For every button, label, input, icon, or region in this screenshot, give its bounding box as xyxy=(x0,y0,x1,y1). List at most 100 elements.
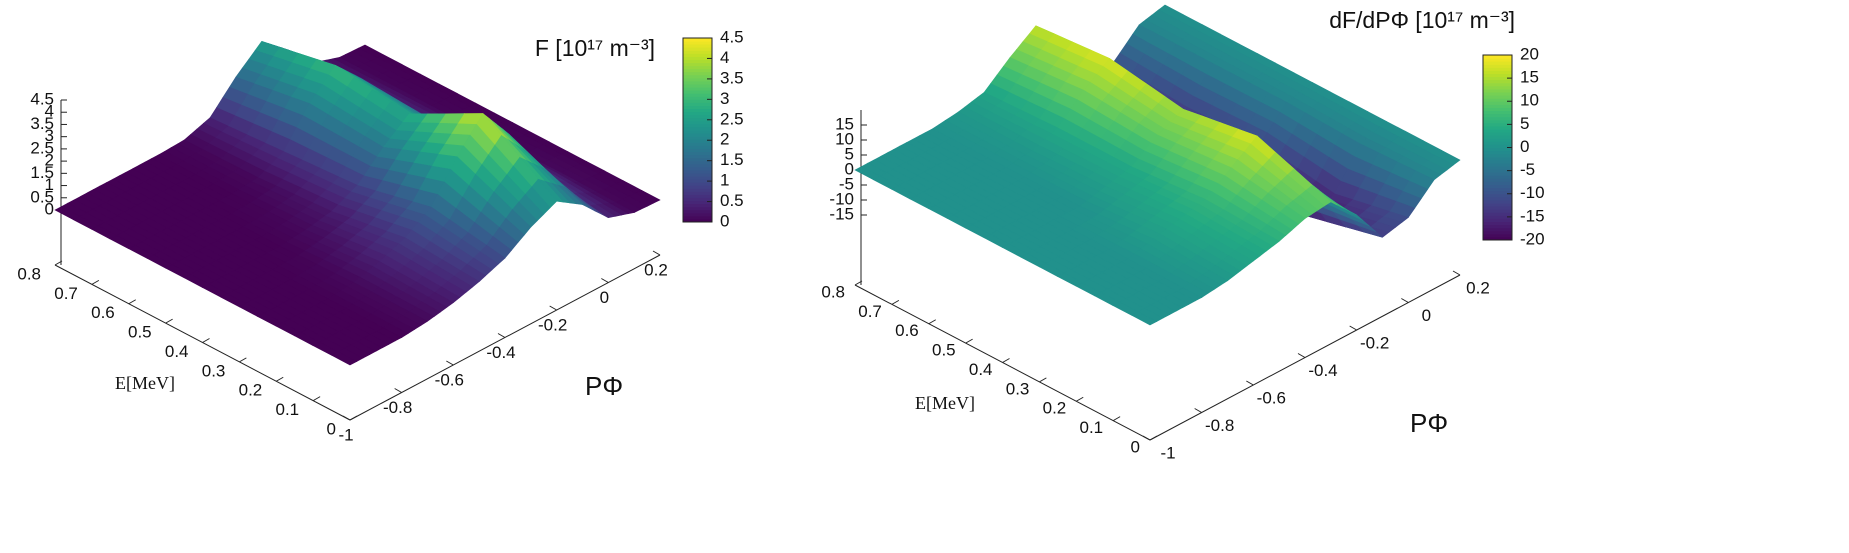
y-tick-label: 0.6 xyxy=(91,303,115,322)
colorbar-tick-label: 20 xyxy=(1520,44,1539,63)
colorbar-band xyxy=(683,77,712,82)
x-tick xyxy=(1349,325,1357,331)
colorbar-tick-label: -20 xyxy=(1520,229,1545,248)
x-tick-label: -1 xyxy=(338,425,353,444)
y-tick-label: 0.2 xyxy=(1043,399,1067,418)
colorbar-band xyxy=(1483,82,1512,87)
y-tick xyxy=(165,318,173,324)
colorbar-band xyxy=(1483,233,1512,238)
colorbar-band xyxy=(683,126,712,131)
colorbar-band xyxy=(683,108,712,113)
z-tick-label: 4 xyxy=(45,102,54,121)
z-tick-label: 0 xyxy=(845,159,854,178)
colorbar-band xyxy=(683,93,712,97)
y-axis-label: E[MeV] xyxy=(915,393,975,413)
colorbar-band xyxy=(1483,193,1512,198)
colorbar-band xyxy=(683,185,712,189)
x-tick-label: 0 xyxy=(600,288,609,307)
x-tick-label: -0.2 xyxy=(1360,333,1389,352)
colorbar-band xyxy=(1483,101,1512,105)
colorbar-band xyxy=(1483,107,1512,111)
z-tick-label: 3.5 xyxy=(30,114,54,133)
surface-plot: 0 0.1 0.2 0.3 0.4 0.5 0.6 0.7 0.8 -1 -0.8 -0.6 -0.4 -… xyxy=(821,4,1545,462)
y-tick xyxy=(928,319,936,325)
colorbar-tick-label: 0 xyxy=(1520,137,1529,156)
y-tick-label: 0.4 xyxy=(969,360,993,379)
y-tick xyxy=(349,415,358,421)
colorbar-band xyxy=(683,130,712,134)
colorbar-band xyxy=(683,166,712,171)
colorbar-band xyxy=(683,133,712,137)
y-tick xyxy=(891,299,900,305)
x-tick-label: 0.2 xyxy=(644,260,668,279)
colorbar-band xyxy=(1483,199,1512,204)
y-tick xyxy=(312,396,321,402)
colorbar-band xyxy=(1483,196,1512,201)
colorbar-band xyxy=(1483,125,1512,130)
z-tick-label: 4.5 xyxy=(30,89,54,108)
colorbar-band xyxy=(683,71,712,76)
y-tick-label: 0.7 xyxy=(858,302,882,321)
surface-patch xyxy=(330,351,358,366)
y-tick xyxy=(202,338,210,343)
colorbar-band xyxy=(1483,147,1512,152)
colorbar-band xyxy=(1483,98,1512,102)
colorbar-band xyxy=(683,194,712,198)
colorbar-band xyxy=(1483,135,1512,139)
surface-plot: 0 0.1 0.2 0.3 0.4 0.5 0.6 0.7 0.8 -1 -0.8 -0.6 -0.4 -… xyxy=(17,27,743,444)
y-tick xyxy=(1002,358,1010,363)
y-tick xyxy=(128,299,136,305)
colorbar-band xyxy=(1483,119,1512,124)
y-tick-label: 0.8 xyxy=(821,282,845,301)
colorbar-tick-label: 2.5 xyxy=(720,109,744,128)
y-tick-label: 0.8 xyxy=(17,264,41,283)
colorbar-tick-label: 0 xyxy=(720,211,729,230)
colorbar-tick-label: 10 xyxy=(1520,91,1539,110)
x-axis-label: PΦ xyxy=(1410,408,1448,438)
colorbar-tick-label: 0.5 xyxy=(720,191,744,210)
colorbar-band xyxy=(1483,110,1512,115)
colorbar-band xyxy=(1483,67,1512,71)
colorbar-band xyxy=(683,172,712,177)
colorbar-band xyxy=(683,62,712,67)
colorbar-band xyxy=(683,160,712,165)
colorbar-band xyxy=(683,111,712,116)
colorbar-band xyxy=(1483,156,1512,161)
z-tick-label: 15 xyxy=(835,114,854,133)
y-tick-label: 0.1 xyxy=(275,400,299,419)
colorbar-band xyxy=(683,123,712,128)
colorbar-band xyxy=(683,136,712,140)
colorbar-band xyxy=(683,47,712,51)
colorbar-band xyxy=(1483,116,1512,121)
y-tick xyxy=(239,357,247,363)
colorbar-band xyxy=(683,114,712,119)
colorbar-band xyxy=(683,200,712,205)
y-tick xyxy=(91,279,100,285)
colorbar-band xyxy=(683,145,712,149)
colorbar-band xyxy=(683,117,712,122)
y-tick xyxy=(1149,435,1158,441)
x-tick-label: -0.4 xyxy=(1308,361,1337,380)
colorbar-tick-label: 2 xyxy=(720,130,729,149)
x-tick-label: 0 xyxy=(1422,306,1431,325)
colorbar-tick-label: 1 xyxy=(720,171,729,190)
colorbar-band xyxy=(683,212,712,217)
y-tick xyxy=(276,376,284,382)
colorbar-band xyxy=(1483,141,1512,145)
colorbar-tick-label: 4.5 xyxy=(720,27,744,46)
colorbar-band xyxy=(683,169,712,174)
x-axis-label: PΦ xyxy=(585,371,623,401)
colorbar-band xyxy=(1483,212,1512,216)
colorbar-band xyxy=(1483,64,1512,68)
colorbar-tick-label: 1.5 xyxy=(720,150,744,169)
colorbar-band xyxy=(1483,85,1512,90)
colorbar-tick-label: -15 xyxy=(1520,206,1545,225)
colorbar-band xyxy=(683,96,712,100)
colorbar-band xyxy=(683,102,712,106)
z-tick-label: -10 xyxy=(829,189,854,208)
colorbar-band xyxy=(1483,178,1512,182)
colorbar-band xyxy=(1483,175,1512,179)
y-tick-label: 0.6 xyxy=(895,321,919,340)
colorbar-band xyxy=(683,80,712,85)
